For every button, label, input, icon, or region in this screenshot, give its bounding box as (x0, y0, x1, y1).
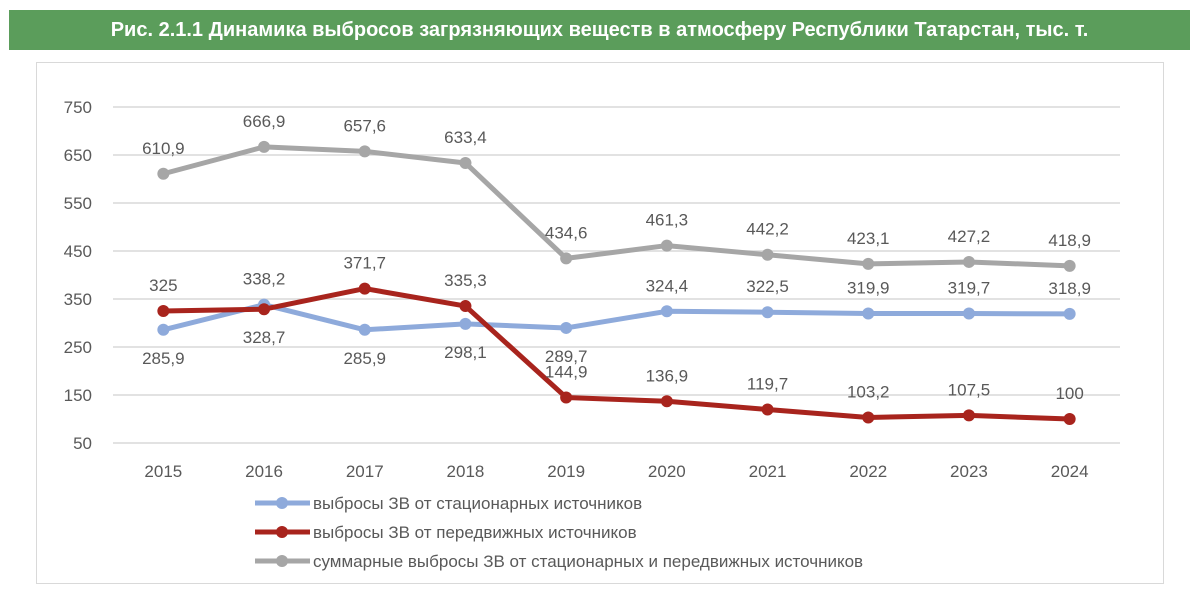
data-label: 325 (149, 276, 177, 295)
data-point (358, 323, 371, 336)
data-label: 461,3 (646, 211, 689, 230)
data-label: 423,1 (847, 229, 890, 248)
data-point (358, 145, 371, 158)
data-label: 107,5 (948, 380, 991, 399)
data-point (1063, 413, 1076, 425)
data-label: 319,7 (948, 279, 991, 298)
data-label: 322,5 (746, 277, 789, 296)
data-point (761, 403, 774, 416)
data-point (862, 307, 875, 320)
data-label: 418,9 (1048, 231, 1091, 250)
data-point (157, 323, 170, 336)
x-tick-label: 2024 (1051, 462, 1089, 481)
data-point (862, 257, 875, 270)
data-label: 100 (1055, 384, 1083, 403)
data-label: 335,3 (444, 271, 487, 290)
data-point (962, 307, 975, 320)
x-tick-label: 2019 (547, 462, 585, 481)
data-point (962, 409, 975, 422)
data-label: 298,1 (444, 343, 487, 362)
data-point (1063, 259, 1076, 272)
data-point (560, 391, 573, 404)
data-point (459, 300, 472, 313)
data-point (358, 282, 371, 295)
data-point (459, 317, 472, 330)
data-label: 319,9 (847, 278, 890, 297)
data-label: 103,2 (847, 382, 890, 401)
data-point (258, 303, 271, 316)
data-point (761, 306, 774, 319)
x-tick-label: 2015 (144, 462, 182, 481)
x-tick-label: 2023 (950, 462, 988, 481)
data-label: 610,9 (142, 139, 185, 158)
x-tick-label: 2017 (346, 462, 384, 481)
y-tick-label: 150 (64, 386, 92, 405)
data-point (560, 321, 573, 334)
y-tick-label: 250 (64, 338, 92, 357)
data-point (157, 305, 170, 317)
x-tick-label: 2020 (648, 462, 686, 481)
x-tick-label: 2018 (447, 462, 485, 481)
y-tick-label: 350 (64, 290, 92, 309)
figure-title: Рис. 2.1.1 Динамика выбросов загрязняющи… (9, 10, 1190, 50)
data-point (1063, 307, 1076, 320)
data-label: 434,6 (545, 223, 588, 242)
data-label: 318,9 (1048, 279, 1091, 298)
chart-area (36, 62, 1164, 584)
data-label: 285,9 (343, 349, 386, 368)
y-tick-label: 550 (64, 194, 92, 213)
data-label: 289,7 (545, 347, 588, 366)
data-label: 338,2 (243, 270, 286, 289)
x-tick-label: 2021 (749, 462, 787, 481)
x-tick-label: 2022 (849, 462, 887, 481)
series-line (163, 286, 1070, 422)
legend-marker (276, 555, 288, 567)
legend-label: выбросы ЗВ от стационарных источников (313, 494, 642, 513)
data-point (962, 255, 975, 268)
data-label: 427,2 (948, 227, 991, 246)
data-label: 119,7 (747, 375, 788, 394)
legend-marker (276, 526, 288, 538)
series-line (162, 302, 1070, 333)
data-label: 285,9 (142, 349, 185, 368)
data-label: 136,9 (646, 366, 689, 385)
series-line (162, 144, 1070, 269)
y-tick-label: 650 (64, 146, 92, 165)
data-point (258, 140, 271, 153)
data-point (660, 305, 673, 318)
legend-label: выбросы ЗВ от передвижных источников (313, 523, 637, 542)
data-label: 144,9 (545, 362, 588, 381)
data-label: 666,9 (243, 112, 286, 131)
data-label: 657,6 (343, 116, 386, 135)
y-tick-label: 750 (64, 98, 92, 117)
data-label: 371,7 (343, 254, 386, 273)
data-point (761, 248, 774, 261)
x-tick-label: 2016 (245, 462, 283, 481)
data-label: 328,7 (243, 328, 286, 347)
data-point (459, 156, 472, 169)
data-point (660, 239, 673, 252)
data-point (157, 167, 170, 180)
data-point (660, 395, 673, 408)
y-tick-label: 450 (64, 242, 92, 261)
y-tick-label: 50 (73, 434, 92, 453)
data-point (560, 252, 573, 265)
data-label: 633,4 (444, 128, 487, 147)
data-point (862, 411, 875, 424)
legend-marker (276, 497, 288, 509)
legend-label: суммарные выбросы ЗВ от стационарных и п… (313, 552, 863, 571)
data-label: 324,4 (646, 276, 689, 295)
data-label: 442,2 (746, 220, 789, 239)
